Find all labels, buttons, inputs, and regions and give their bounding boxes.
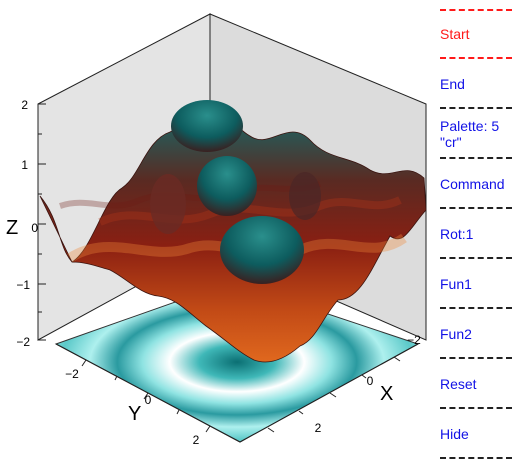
menu-separator — [440, 207, 512, 209]
x-tick-label: −2 — [407, 333, 421, 347]
z-tick-label: 0 — [31, 221, 38, 235]
surface-peak-front — [220, 216, 304, 284]
z-tick-label: −1 — [16, 278, 30, 292]
x-axis-label: X — [380, 383, 393, 405]
z-tick-label: 2 — [21, 98, 28, 112]
command-button[interactable]: Command — [440, 176, 505, 192]
surface-peak-right — [289, 172, 321, 220]
command-menu: Start End Palette: 5 "cr" Command Rot:1 … — [432, 0, 520, 476]
menu-separator — [440, 57, 512, 59]
start-button[interactable]: Start — [440, 26, 470, 42]
fun2-button[interactable]: Fun2 — [440, 326, 472, 342]
menu-separator — [440, 407, 512, 409]
surface-peak-top — [171, 100, 243, 152]
y-axis-ticks — [81, 359, 211, 433]
menu-separator — [440, 357, 512, 359]
surface-peak-middle — [197, 156, 257, 216]
menu-separator — [440, 457, 512, 459]
menu-separator — [440, 157, 512, 159]
x-tick-label: 0 — [367, 374, 374, 388]
front-edge-right — [239, 343, 419, 443]
hide-button[interactable]: Hide — [440, 426, 469, 442]
menu-separator — [440, 257, 512, 259]
y-tick-label: 0 — [145, 393, 152, 407]
end-button[interactable]: End — [440, 76, 465, 92]
y-axis-label: Y — [128, 403, 141, 425]
z-axis-label: Z — [6, 217, 18, 239]
z-axis-ticks — [38, 103, 46, 341]
surface-plot-3d[interactable]: 2 1 0 −1 −2 Z −2 0 2 Y −2 0 2 X — [0, 0, 432, 476]
palette-button[interactable]: Palette: 5 "cr" — [440, 118, 500, 150]
reset-button[interactable]: Reset — [440, 376, 477, 392]
menu-separator — [440, 107, 512, 109]
surface-peak-left — [150, 174, 186, 234]
fun1-button[interactable]: Fun1 — [440, 276, 472, 292]
x-tick-label: 2 — [315, 421, 322, 435]
rot-button[interactable]: Rot:1 — [440, 226, 474, 242]
y-tick-label: −2 — [65, 367, 79, 381]
x-axis-ticks — [267, 356, 401, 433]
menu-separator — [440, 307, 512, 309]
menu-separator — [440, 9, 512, 11]
y-tick-label: 2 — [193, 433, 200, 447]
z-tick-label: 1 — [21, 158, 28, 172]
z-tick-label: −2 — [16, 335, 30, 349]
